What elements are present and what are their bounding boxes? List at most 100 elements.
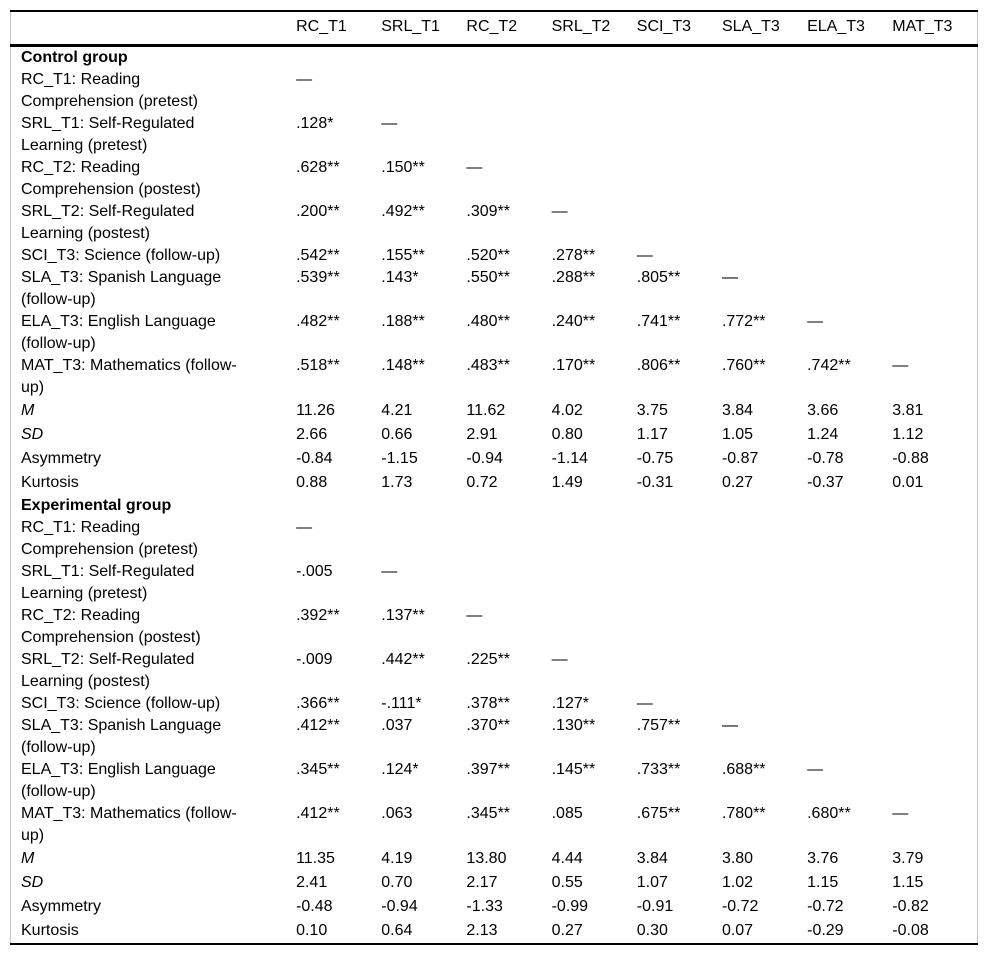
value-cell <box>892 267 977 311</box>
row-label-text: RC_T1: Reading Comprehension (pretest) <box>21 519 198 558</box>
value-cell: — <box>721 269 738 286</box>
value-cell: .240** <box>551 313 596 330</box>
value-cell: 1.24 <box>807 426 839 443</box>
variable-row: SCI_T3: Science (follow-up) .366** -.111*.… <box>11 693 978 715</box>
value-cell: 2.17 <box>466 874 498 891</box>
value-cell: — <box>381 115 398 132</box>
value-cell: .680** <box>807 805 851 822</box>
value-cell: .539** <box>296 269 340 286</box>
value-cell: -0.91 <box>636 898 674 915</box>
row-label: M <box>11 399 297 423</box>
value-cell: — <box>807 313 824 330</box>
value-cell <box>892 113 977 157</box>
row-label: Kurtosis <box>11 471 297 495</box>
section-title: Experimental group <box>21 497 172 514</box>
value-cell <box>892 759 977 803</box>
row-label-text: SLA_T3: Spanish Language (follow-up) <box>21 717 222 756</box>
value-cell: — <box>892 805 909 822</box>
value-cell: .225** <box>466 651 511 668</box>
value-cell: -0.08 <box>892 922 929 939</box>
value-cell: 4.02 <box>551 402 583 419</box>
value-cell: 0.88 <box>296 474 328 491</box>
value-cell: 0.01 <box>892 474 924 491</box>
row-label-text: SRL_T1: Self-Regulated Learning (pretest… <box>21 563 195 602</box>
stat-row: Kurtosis 0.88 1.73 0.72 1.49 -0.31 0.27 -0.37 0.… <box>11 471 978 495</box>
value-cell: .288** <box>551 269 596 286</box>
value-cell: .760** <box>721 357 766 374</box>
value-cell <box>892 157 977 201</box>
variable-row: SRL_T2: Self-Regulated Learning (postest… <box>11 649 978 693</box>
value-cell <box>807 69 892 113</box>
row-label-text: SCI_T3: Science (follow-up) <box>21 695 221 712</box>
value-cell: .412** <box>296 805 340 822</box>
row-label: SLA_T3: Spanish Language (follow-up) <box>11 715 297 759</box>
value-cell <box>892 715 977 759</box>
value-cell <box>722 157 807 201</box>
row-label: SRL_T1: Self-Regulated Learning (pretest… <box>11 113 297 157</box>
row-label-text: RC_T2: Reading Comprehension (postest) <box>21 607 201 646</box>
stat-row: Kurtosis 0.10 0.64 2.13 0.27 0.30 0.07 -0.29 -0.… <box>11 919 978 944</box>
value-cell: .148** <box>381 357 425 374</box>
value-cell: 4.19 <box>381 850 413 867</box>
value-cell: 2.13 <box>466 922 498 939</box>
value-cell <box>637 201 722 245</box>
section-header-row: Control group <box>11 46 978 70</box>
row-label: RC_T1: Reading Comprehension (pretest) <box>11 517 297 561</box>
row-label-text: Kurtosis <box>21 474 79 491</box>
column-header: ELA_T3 <box>807 11 893 47</box>
value-cell: 11.26 <box>296 402 335 419</box>
value-cell: .345** <box>296 761 340 778</box>
stat-row: SD 2.66 0.66 2.91 0.80 1.17 1.05 1.24 1.12 <box>11 423 978 447</box>
value-cell <box>637 113 722 157</box>
variable-row: RC_T1: Reading Comprehension (pretest) — <box>11 517 978 561</box>
value-cell <box>722 605 807 649</box>
value-cell: — <box>466 159 483 176</box>
value-cell: .150** <box>381 159 425 176</box>
variable-row: ELA_T3: English Language (follow-up) .482… <box>11 311 978 355</box>
value-cell: 1.73 <box>381 474 413 491</box>
value-cell: 1.12 <box>892 426 924 443</box>
value-cell: .124* <box>381 761 419 778</box>
row-label: SCI_T3: Science (follow-up) <box>11 693 297 715</box>
value-cell: .378** <box>466 695 511 712</box>
row-label: SRL_T2: Self-Regulated Learning (postest… <box>11 649 297 693</box>
value-cell <box>722 693 807 715</box>
value-cell: 0.30 <box>636 922 668 939</box>
column-header: SLA_T3 <box>721 11 808 47</box>
value-cell <box>807 267 892 311</box>
value-cell <box>637 517 722 561</box>
variable-row: SLA_T3: Spanish Language (follow-up) .412… <box>11 715 978 759</box>
stat-row: Asymmetry -0.48 -0.94 -1.33 -0.99 -0.91 -0.72 -… <box>11 895 978 919</box>
column-header: SRL_T1 <box>381 11 467 47</box>
variable-row: SLA_T3: Spanish Language (follow-up) .539… <box>11 267 978 311</box>
value-cell <box>892 605 977 649</box>
correlation-table: RC_T1 SRL_T1 RC_T2 SRL_T2 SCI_T3 SLA_T3 ELA_T3… <box>10 10 978 945</box>
value-cell: .742** <box>807 357 851 374</box>
column-header: SRL_T2 <box>551 11 637 47</box>
value-cell: 0.27 <box>721 474 754 491</box>
value-cell: 2.66 <box>296 426 328 443</box>
value-cell <box>807 605 892 649</box>
value-cell: .085 <box>551 805 583 822</box>
value-cell <box>892 693 977 715</box>
value-cell: 3.81 <box>892 402 924 419</box>
row-label-text: RC_T2: Reading Comprehension (postest) <box>21 159 201 198</box>
value-cell: 0.07 <box>721 922 754 939</box>
value-cell <box>637 649 722 693</box>
value-cell <box>807 201 892 245</box>
value-cell: -.009 <box>296 651 333 668</box>
value-cell <box>466 561 551 605</box>
value-cell: .518** <box>296 357 340 374</box>
value-cell <box>722 113 807 157</box>
value-cell <box>722 201 807 245</box>
value-cell: .127* <box>551 695 589 712</box>
value-cell <box>892 69 977 113</box>
value-cell <box>552 157 637 201</box>
row-label: ELA_T3: English Language (follow-up) <box>11 759 297 803</box>
value-cell: .482** <box>296 313 340 330</box>
row-label-text: ELA_T3: English Language (follow-up) <box>21 313 216 352</box>
value-cell: — <box>636 247 653 264</box>
value-cell: .733** <box>636 761 681 778</box>
variable-row: RC_T1: Reading Comprehension (pretest) — <box>11 69 978 113</box>
value-cell: .628** <box>296 159 340 176</box>
